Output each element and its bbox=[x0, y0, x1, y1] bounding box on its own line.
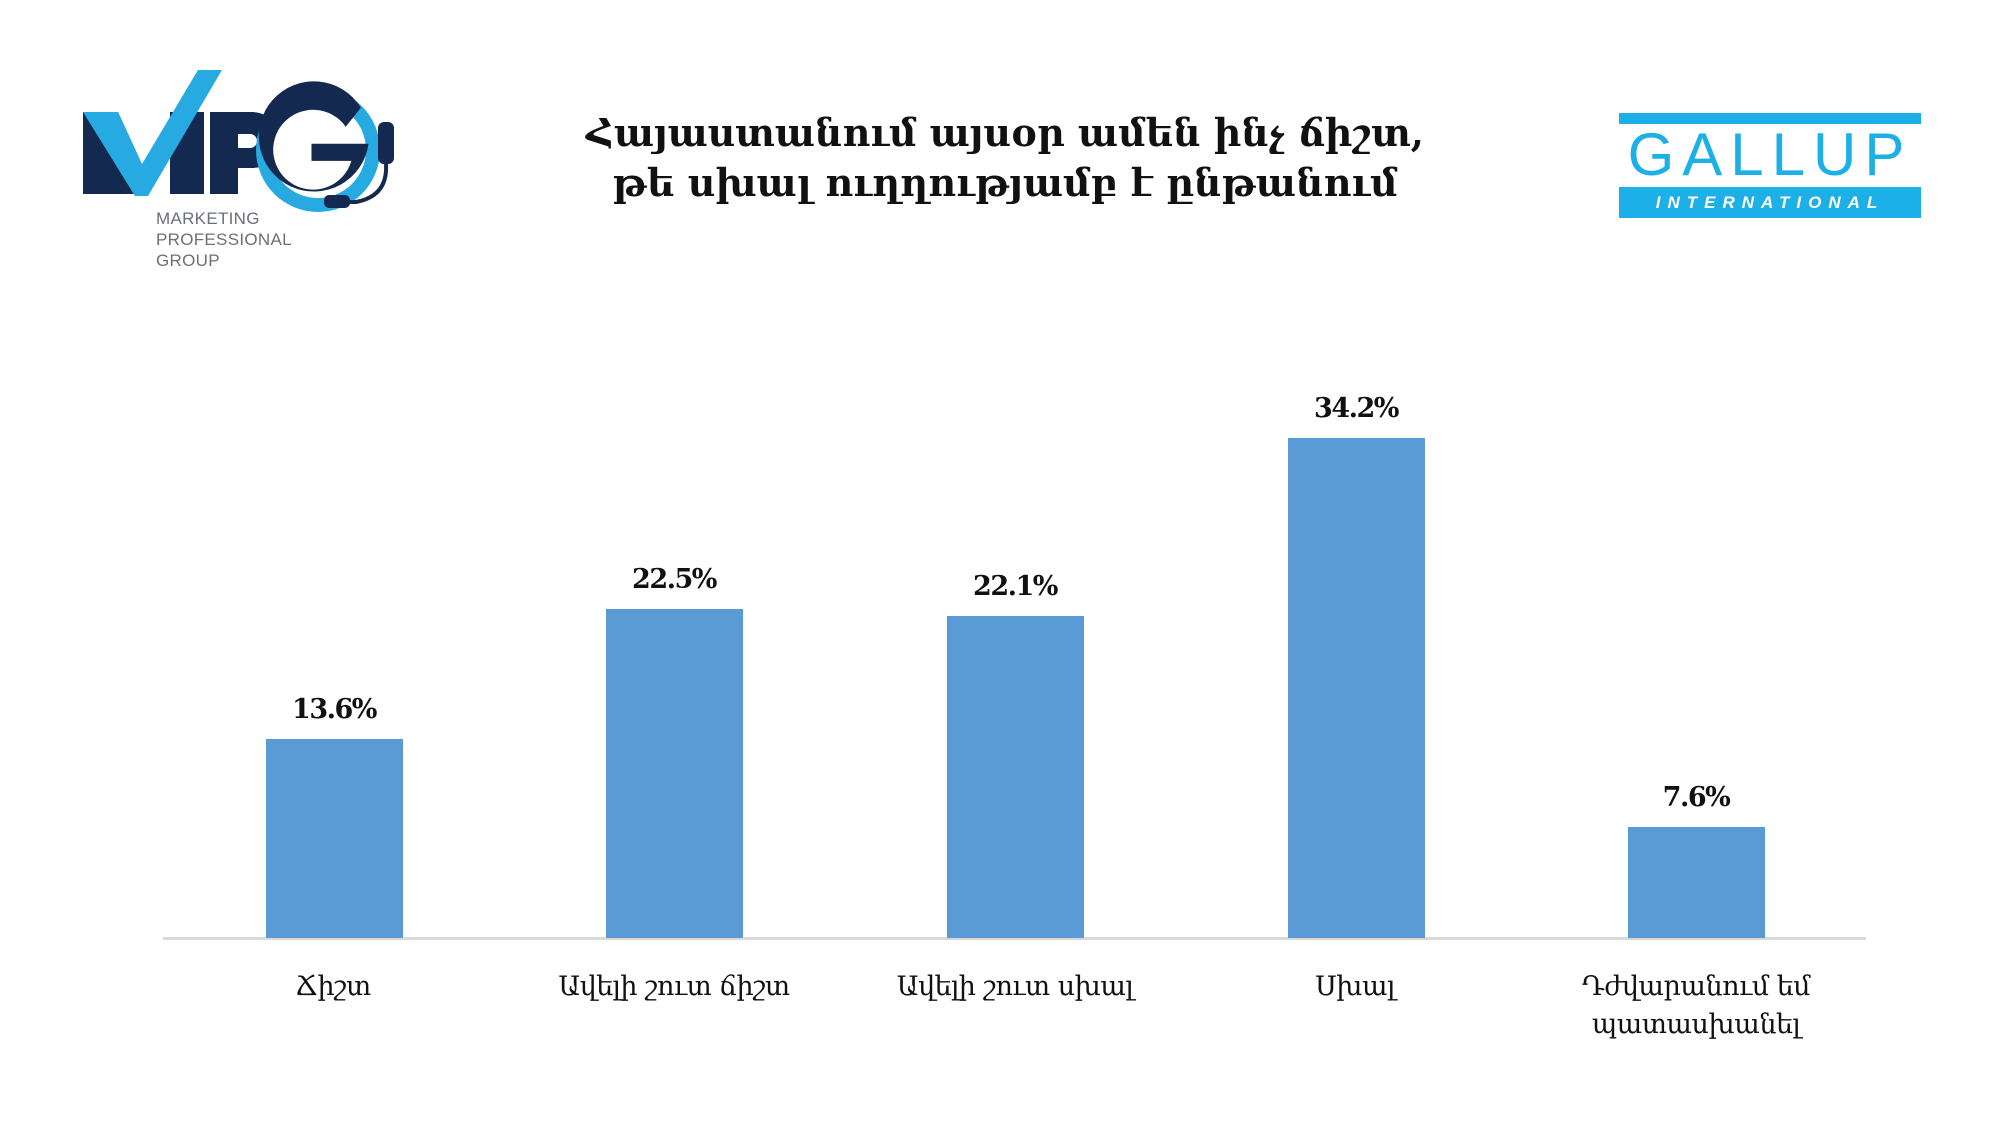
mpg-subtitle-line: GROUP bbox=[156, 251, 220, 270]
bar-value-label: 34.2% bbox=[1314, 393, 1399, 424]
category-label: Ավելի շուտ սխալ bbox=[855, 968, 1175, 1006]
mpg-subtitle-line: PROFESSIONAL bbox=[156, 230, 292, 249]
category-label-line: Դժվարանում եմ bbox=[1581, 971, 1811, 1002]
category-label: Սխալ bbox=[1195, 968, 1515, 1006]
mpg-subtitle: MARKETING PROFESSIONAL GROUP bbox=[156, 208, 292, 271]
gallup-top-bar bbox=[1619, 113, 1921, 124]
bar-value-label: 13.6% bbox=[292, 694, 377, 725]
bar-chart-plot: 13.6% 22.5% 22.1% 34.2% 7.6% bbox=[163, 300, 1866, 940]
mpg-logo: MARKETING PROFESSIONAL GROUP bbox=[80, 64, 410, 274]
gallup-wordmark: GALLUP bbox=[1627, 121, 1913, 188]
category-label-line: Ավելի շուտ սխալ bbox=[896, 971, 1134, 1002]
bar-value-label: 22.1% bbox=[973, 571, 1058, 602]
bar-value-label: 22.5% bbox=[632, 564, 717, 595]
bar-hard-to-answer bbox=[1628, 827, 1765, 938]
gallup-international-logo: GALLUP INTERNATIONAL bbox=[1619, 113, 1921, 218]
bar-wrong bbox=[1288, 438, 1425, 938]
mpg-subtitle-line: MARKETING bbox=[156, 209, 260, 228]
category-label: Ճիշտ bbox=[173, 968, 493, 1006]
category-label-line: Ճիշտ bbox=[295, 971, 371, 1002]
x-axis-line bbox=[163, 937, 1866, 940]
chart-title: Հայաստանում այսօր ամեն ինչ ճիշտ, թե սխալ… bbox=[500, 108, 1510, 208]
category-label-line: Ավելի շուտ ճիշտ bbox=[558, 971, 790, 1002]
category-label: Ավելի շուտ ճիշտ bbox=[514, 968, 834, 1006]
mpg-mark-icon bbox=[83, 70, 394, 212]
bar-rather-wrong bbox=[947, 616, 1084, 938]
bar-value-label: 7.6% bbox=[1662, 782, 1731, 813]
category-label-line: պատասխանել bbox=[1591, 1009, 1801, 1040]
bar-correct bbox=[266, 739, 403, 938]
chart-title-line1: Հայաստանում այսօր ամեն ինչ ճիշտ, bbox=[586, 110, 1424, 155]
chart-title-line2: թե սխալ ուղղությամբ է ընթանում bbox=[612, 160, 1398, 205]
category-label: Դժվարանում եմ պատասխանել bbox=[1536, 968, 1856, 1044]
category-label-line: Սխալ bbox=[1315, 971, 1395, 1002]
gallup-international-band: INTERNATIONAL bbox=[1619, 187, 1921, 218]
bar-rather-correct bbox=[606, 609, 743, 938]
